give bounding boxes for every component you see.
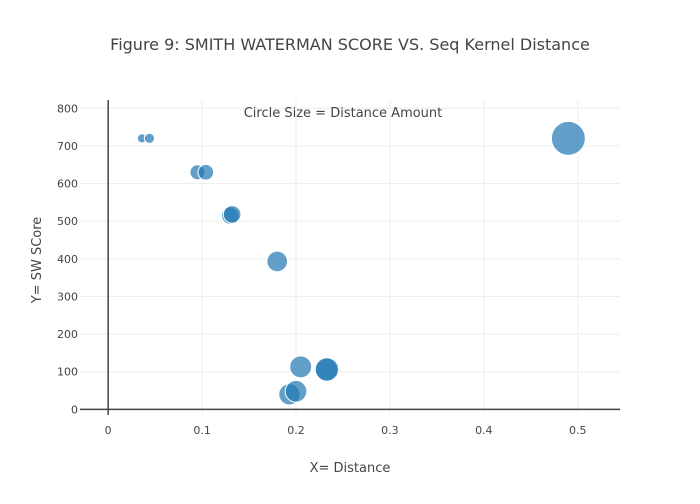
data-point[interactable] — [550, 120, 586, 156]
data-point[interactable] — [266, 250, 289, 273]
data-point[interactable] — [197, 163, 215, 181]
tick-label-layer: 0 0.1 0.2 0.3 0.4 0.5 0 100 200 300 400 500 600 700 80… — [57, 102, 586, 437]
chart-title: Figure 9: SMITH WATERMAN SCORE VS. Seq K… — [110, 35, 590, 54]
x-tick-label: 0.2 — [287, 424, 305, 437]
y-axis-label: Y= SW SCore — [30, 217, 45, 305]
data-point[interactable] — [143, 132, 156, 144]
y-tick-label: 700 — [57, 140, 78, 153]
x-tick-label: 0.4 — [475, 424, 493, 437]
data-point[interactable] — [314, 357, 340, 382]
y-tick-label: 300 — [57, 290, 78, 303]
data-point[interactable] — [222, 205, 242, 224]
data-point[interactable] — [289, 355, 313, 379]
x-tick-label: 0.3 — [381, 424, 399, 437]
data-point-layer — [136, 120, 586, 406]
y-tick-label: 800 — [57, 102, 78, 115]
y-tick-label: 600 — [57, 178, 78, 191]
data-point[interactable] — [284, 379, 308, 403]
x-axis-label: X= Distance — [310, 461, 391, 476]
x-tick-label: 0.5 — [569, 424, 587, 437]
y-tick-label: 100 — [57, 366, 78, 379]
x-tick-label: 0 — [105, 424, 112, 437]
y-tick-label: 400 — [57, 253, 78, 266]
grid-layer — [80, 100, 620, 415]
axis-layer — [80, 100, 620, 415]
y-tick-label: 0 — [71, 403, 78, 416]
y-tick-label: 500 — [57, 215, 78, 228]
chart-annotation: Circle Size = Distance Amount — [244, 106, 443, 121]
y-tick-label: 200 — [57, 328, 78, 341]
x-tick-label: 0.1 — [193, 424, 211, 437]
